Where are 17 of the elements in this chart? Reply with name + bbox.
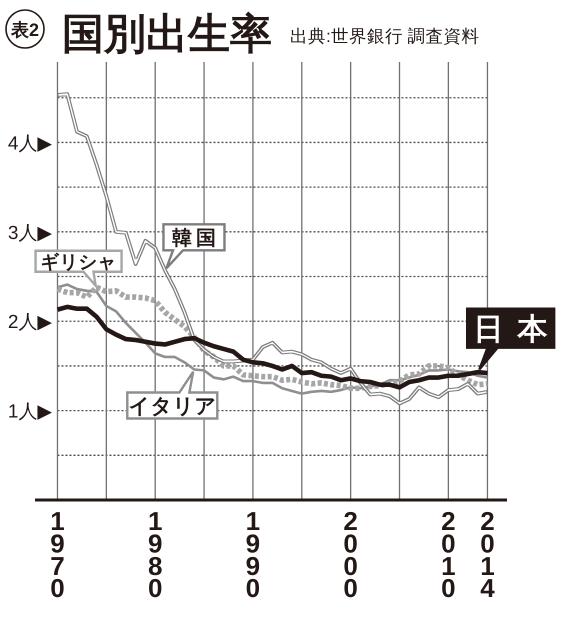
- y-tick-label: 3人▶: [8, 222, 52, 244]
- series-label: ギリシャ: [40, 250, 117, 272]
- x-tick-label: 2 0 0 0: [343, 506, 358, 604]
- x-tick-label: 1 9 7 0: [50, 506, 65, 604]
- series-label: 日本: [474, 312, 562, 346]
- y-tick-label: 4人▶: [8, 133, 52, 154]
- x-tick-label: 2 0 1 4: [480, 506, 496, 604]
- source-note: 出典:世界銀行 調査資料: [290, 26, 480, 46]
- series-label: イタリア: [128, 395, 216, 418]
- text: 表2: [10, 20, 40, 40]
- x-tick-label: 1 9 9 0: [246, 506, 260, 604]
- y-tick-label: 2人▶: [8, 312, 52, 334]
- series-label: 韓国: [172, 227, 220, 250]
- x-tick-label: 1 9 8 0: [148, 506, 162, 604]
- x-tick-label: 2 0 1 0: [441, 506, 456, 604]
- y-tick-label: 1人▶: [8, 402, 52, 423]
- chart-title: 国別出生率: [62, 10, 272, 57]
